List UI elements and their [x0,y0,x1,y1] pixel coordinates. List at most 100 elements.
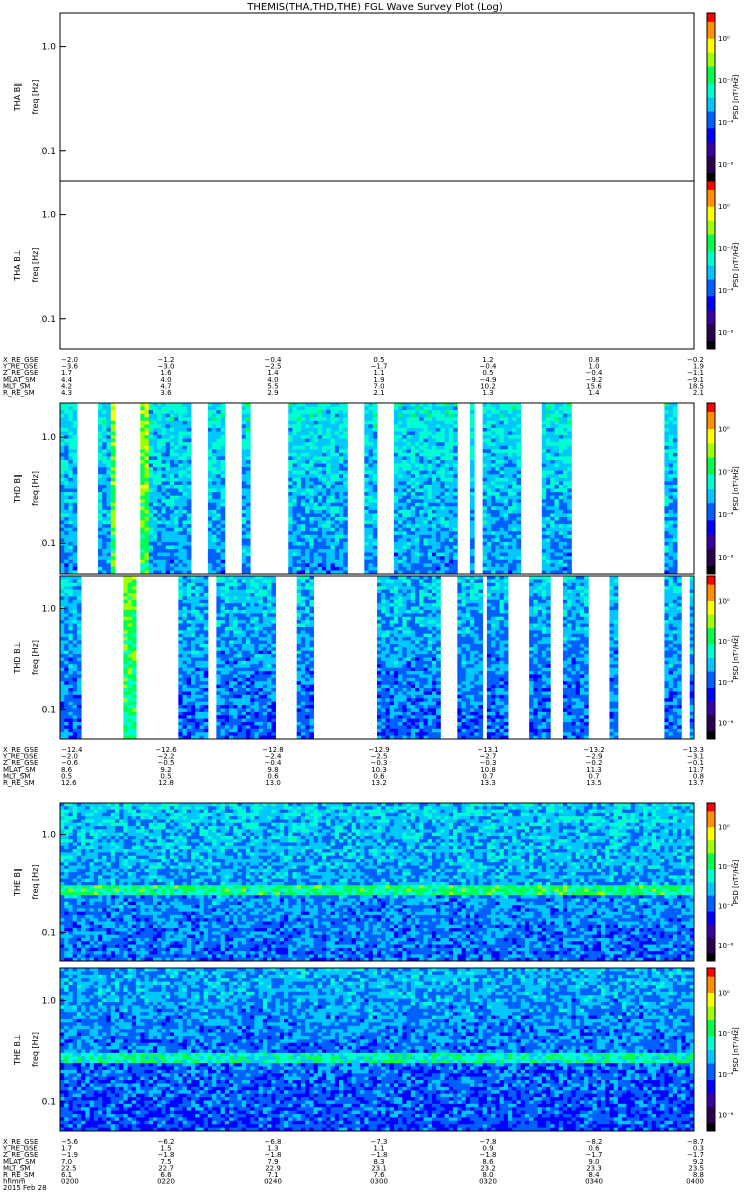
spectrogram-cell [432,424,437,428]
spectrogram-cell [504,524,509,528]
spectrogram-cell [246,467,251,471]
spectrogram-cell [145,478,150,482]
spectrogram-cell [216,644,221,648]
spectrogram-cell [123,729,128,733]
spectrogram-cell [216,719,221,723]
spectrogram-cell [428,535,433,539]
spectrogram-cell [491,506,496,510]
spectrogram-cell [516,456,521,460]
spectrogram-cell [567,442,572,446]
spectrogram-cell [145,467,150,471]
spectrogram-cell [187,586,192,590]
spectrogram-cell [153,499,158,503]
spectrogram-cell [445,549,450,553]
spectrogram-cell [106,432,111,436]
spectrogram-cell [423,421,428,425]
spectrogram-cell [191,661,196,665]
spectrogram-cell [555,553,560,557]
spectrogram-cell [428,556,433,560]
spectrogram-cell [195,685,200,689]
spectrogram-cell [415,553,420,557]
spectrogram-cell [314,424,319,428]
spectrogram-cell [339,453,344,457]
spectrogram-cell [166,453,171,457]
spectrogram-cell [398,481,403,485]
spectrogram-cell [98,478,103,482]
spectrogram-cell [440,489,445,493]
spectrogram-cell [491,538,496,542]
spectrogram-cell [238,641,243,645]
spectrogram-cell [216,610,221,614]
spectrogram-cell [170,489,175,493]
spectrogram-cell [183,664,188,668]
spectrogram-cell [183,705,188,709]
spectrogram-cell [398,407,403,411]
spectrogram-cell [73,651,78,655]
spectrogram-cell [428,513,433,517]
spectrogram-cell [157,435,162,439]
spectrogram-cell [73,432,78,436]
spectrogram-cell [419,449,424,453]
spectrogram-cell [559,403,564,407]
spectrogram-cell [483,563,488,567]
spectrogram-cell [542,403,547,407]
spectrogram-cell [153,456,158,460]
spectrogram-cell [68,586,73,590]
spectrogram-cell [195,671,200,675]
spectrogram-cell [288,478,293,482]
spectrogram-cell [183,719,188,723]
spectrogram-cell [77,637,82,641]
spectrogram-cell [225,613,230,617]
spectrogram-cell [161,478,166,482]
spectrogram-cell [559,435,564,439]
spectrogram-cell [504,485,509,489]
spectrogram-cell [394,442,399,446]
spectrogram-cell [563,492,568,496]
spectrogram-cell [440,513,445,517]
spectrogram-cell [132,651,137,655]
spectrogram-cell [546,442,551,446]
spectrogram-cell [487,474,492,478]
spectrogram-cell [428,464,433,468]
spectrogram-cell [170,471,175,475]
spectrogram-cell [212,432,217,436]
spectrogram-cell [440,453,445,457]
spectrogram-cell [305,449,310,453]
spectrogram-cell [394,424,399,428]
spectrogram-cell [60,546,65,550]
spectrogram-cell [191,732,196,736]
spectrogram-cell [500,553,505,557]
spectrogram-cell [98,446,103,450]
spectrogram-cell [68,610,73,614]
spectrogram-cell [402,414,407,418]
spectrogram-cell [470,538,475,542]
spectrogram-cell [208,424,213,428]
spectrogram-cell [314,428,319,432]
spectrogram-cell [187,506,192,510]
spectrogram-cell [428,446,433,450]
spectrogram-cell [216,446,221,450]
spectrogram-cell [512,531,517,535]
spectrogram-cell [145,553,150,557]
spectrogram-cell [183,424,188,428]
spectrogram-cell [673,449,678,453]
spectrogram-cell [335,546,340,550]
spectrogram-cell [364,535,369,539]
spectrogram-cell [233,695,238,699]
spectrogram-cell [246,485,251,489]
spectrogram-cell [73,603,78,607]
spectrogram-cell [64,417,69,421]
spectrogram-cell [423,524,428,528]
spectrogram-cell [297,531,302,535]
spectrogram-cell [238,603,243,607]
spectrogram-cell [195,641,200,645]
spectrogram-cell [68,600,73,604]
spectrogram-cell [208,503,213,507]
spectrogram-cell [567,439,572,443]
spectrogram-cell [428,442,433,446]
spectrogram-cell [673,485,678,489]
spectrogram-cell [238,624,243,628]
spectrogram-cell [68,596,73,600]
spectrogram-cell [432,503,437,507]
spectrogram-cell [153,464,158,468]
